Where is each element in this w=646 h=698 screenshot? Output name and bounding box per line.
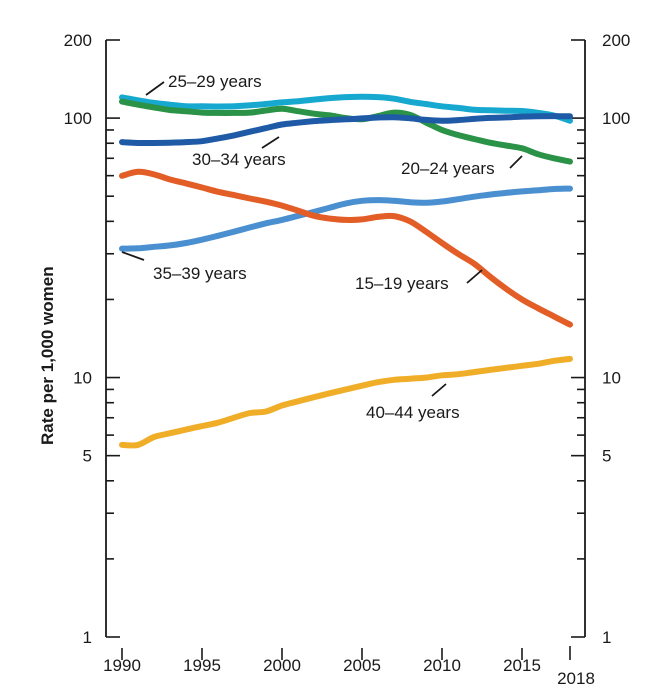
series-line-40-44 bbox=[119, 355, 573, 449]
y-tick-label-left: 5 bbox=[83, 447, 92, 466]
leader-20-24 bbox=[509, 155, 523, 169]
x-tick-label: 2015 bbox=[503, 656, 541, 675]
y-tick-label-right: 100 bbox=[602, 109, 630, 128]
label-35-39: 35–39 years bbox=[153, 264, 247, 283]
y-tick-label-right: 1 bbox=[602, 628, 611, 647]
axes: 1 1 5 5 10 10 100 100 200 200 1990 1995 2000 2005 2010… bbox=[64, 31, 631, 688]
label-15-19: 15–19 years bbox=[355, 274, 449, 293]
x-tick-label: 2010 bbox=[423, 656, 461, 675]
label-20-24: 20–24 years bbox=[401, 159, 495, 178]
x-tick-label: 1995 bbox=[183, 656, 221, 675]
leader-15-19 bbox=[466, 269, 483, 284]
series-line-30-34 bbox=[119, 113, 573, 147]
label-30-34: 30–34 years bbox=[192, 150, 286, 169]
leader-35-39 bbox=[121, 251, 145, 261]
x-tick-label: 2000 bbox=[263, 656, 301, 675]
leader-30-34 bbox=[261, 136, 280, 149]
y-tick-label-left: 10 bbox=[73, 369, 92, 388]
x-tick-label: 2005 bbox=[343, 656, 381, 675]
x-tick-label: 1990 bbox=[103, 656, 141, 675]
x-tick-label: 2018 bbox=[557, 669, 595, 688]
leader-25-29 bbox=[145, 81, 165, 96]
y-axis-title: Rate per 1,000 women bbox=[38, 266, 57, 445]
label-40-44: 40–44 years bbox=[366, 403, 460, 422]
y-tick-label-right: 200 bbox=[602, 31, 630, 50]
label-25-29: 25–29 years bbox=[168, 72, 262, 91]
y-tick-label-left: 200 bbox=[64, 31, 92, 50]
series-line-15-19 bbox=[119, 168, 573, 328]
y-tick-label-right: 10 bbox=[602, 369, 621, 388]
y-tick-label-left: 100 bbox=[64, 109, 92, 128]
series-line-35-39 bbox=[119, 185, 573, 252]
leader-40-44 bbox=[431, 383, 447, 397]
y-tick-label-right: 5 bbox=[602, 447, 611, 466]
series-lines bbox=[119, 93, 573, 449]
y-tick-label-left: 1 bbox=[83, 628, 92, 647]
series-labels: 25–29 years 30–34 years 20–24 years 35–3… bbox=[121, 72, 523, 422]
series-line-25-29 bbox=[119, 93, 573, 124]
